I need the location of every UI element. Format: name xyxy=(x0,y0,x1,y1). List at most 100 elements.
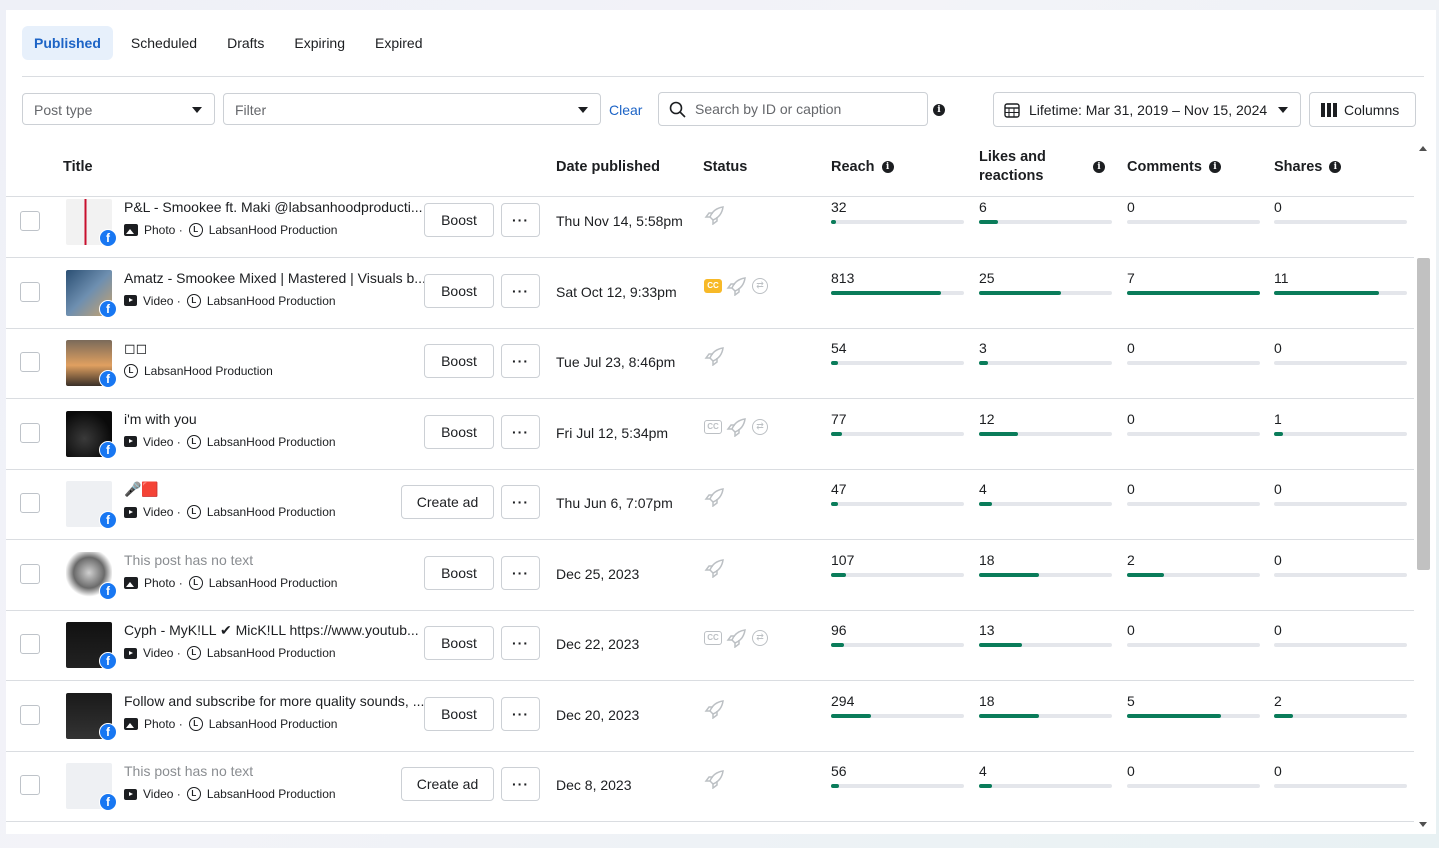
likes-bar-fill xyxy=(979,431,1018,436)
row-checkbox[interactable] xyxy=(20,422,40,443)
table-row: f ◻◻ L LabsanHood Production Boost ··· T… xyxy=(6,328,1414,399)
date-published: Tue Jul 23, 8:46pm xyxy=(556,354,676,370)
likes-value: 18 xyxy=(979,692,995,709)
chevron-down-icon xyxy=(578,107,588,113)
column-date[interactable]: Date published xyxy=(556,138,660,196)
comments-bar-fill xyxy=(1127,290,1260,295)
row-checkbox[interactable] xyxy=(20,493,40,513)
post-title[interactable]: 🎤🟥 xyxy=(124,481,159,497)
row-checkbox[interactable] xyxy=(20,563,40,584)
video-icon xyxy=(124,436,137,447)
more-options-button[interactable]: ··· xyxy=(501,203,540,237)
clear-filters-link[interactable]: Clear xyxy=(609,102,643,118)
filter-dropdown[interactable]: Filter xyxy=(223,93,601,125)
post-title[interactable]: P&L - Smookee ft. Maki @labsanhoodproduc… xyxy=(124,199,423,215)
post-type: Video · xyxy=(143,434,181,449)
tab-published[interactable]: Published xyxy=(22,26,113,60)
more-options-button[interactable]: ··· xyxy=(501,696,540,731)
page-name: LabsanHood Production xyxy=(206,646,336,660)
tab-expiring[interactable]: Expiring xyxy=(294,35,346,51)
row-checkbox[interactable] xyxy=(20,211,40,231)
row-checkbox[interactable] xyxy=(20,775,40,795)
scroll-down-icon[interactable] xyxy=(1419,822,1427,827)
scrollbar-thumb[interactable] xyxy=(1417,258,1430,570)
more-options-button[interactable]: ··· xyxy=(501,344,540,378)
video-icon xyxy=(124,788,137,800)
post-title[interactable]: ◻◻ xyxy=(124,340,148,356)
date-published: Sat Oct 12, 9:33pm xyxy=(556,283,677,300)
more-options-button[interactable]: ··· xyxy=(501,273,540,308)
likes-bar-track xyxy=(979,290,1112,295)
row-checkbox[interactable] xyxy=(20,281,40,302)
status-icons: CC ⇄ xyxy=(704,276,768,296)
reach-bar-track xyxy=(831,502,964,506)
more-options-button[interactable]: ··· xyxy=(501,626,540,660)
comments-bar-fill xyxy=(1127,572,1165,577)
boost-button[interactable]: Boost xyxy=(424,555,494,590)
boost-button[interactable]: Boost xyxy=(424,344,494,378)
date-published: Dec 22, 2023 xyxy=(556,636,640,652)
post-title[interactable]: This post has no text xyxy=(124,763,254,779)
more-options-button[interactable]: ··· xyxy=(501,767,540,801)
comments-metric: 0 xyxy=(1127,763,1260,788)
recycle-icon: ⇄ xyxy=(752,630,768,646)
facebook-icon: f xyxy=(99,581,117,600)
row-checkbox[interactable] xyxy=(20,352,40,372)
search-input[interactable] xyxy=(693,100,922,118)
table-row: f This post has no text Video · L Labsan… xyxy=(6,751,1414,822)
more-options-button[interactable]: ··· xyxy=(501,485,540,519)
chevron-down-icon xyxy=(192,107,202,113)
reach-bar-track xyxy=(831,290,964,295)
likes-value: 13 xyxy=(979,622,995,638)
scrollbar[interactable] xyxy=(1414,138,1436,834)
more-options-button[interactable]: ··· xyxy=(501,555,540,590)
boost-button[interactable]: Boost xyxy=(424,203,494,237)
likes-bar-fill xyxy=(979,784,993,788)
post-title[interactable]: Cyph - MyK!LL ✔ MicK!LL https://www.yout… xyxy=(124,622,419,638)
photo-icon xyxy=(124,717,138,730)
tab-expired[interactable]: Expired xyxy=(375,35,423,51)
likes-bar-track xyxy=(979,361,1112,365)
row-checkbox[interactable] xyxy=(20,634,40,654)
create-ad-button[interactable]: Create ad xyxy=(401,767,494,801)
boost-button[interactable]: Boost xyxy=(424,273,494,308)
boost-button[interactable]: Boost xyxy=(424,696,494,731)
shares-value: 0 xyxy=(1274,622,1282,638)
post-title[interactable]: Amatz - Smookee Mixed | Mastered | Visua… xyxy=(124,269,426,286)
shares-metric: 1 xyxy=(1274,411,1407,436)
photo-icon xyxy=(124,576,138,589)
table-row: f Cyph - MyK!LL ✔ MicK!LL https://www.yo… xyxy=(6,610,1414,681)
date-range-picker[interactable]: Lifetime: Mar 31, 2019 – Nov 15, 2024 xyxy=(993,92,1301,127)
info-icon[interactable]: i xyxy=(1329,161,1342,173)
post-title[interactable]: This post has no text xyxy=(124,551,254,568)
column-shares[interactable]: Shares i xyxy=(1274,138,1342,196)
facebook-icon: f xyxy=(99,511,117,529)
tab-scheduled[interactable]: Scheduled xyxy=(130,35,198,51)
more-options-button[interactable]: ··· xyxy=(501,414,540,449)
boost-button[interactable]: Boost xyxy=(424,626,494,660)
info-icon[interactable]: i xyxy=(881,161,894,173)
post-type-dropdown[interactable]: Post type xyxy=(22,93,215,125)
row-checkbox[interactable] xyxy=(20,704,40,725)
column-comments[interactable]: Comments i xyxy=(1127,138,1221,196)
column-status[interactable]: Status xyxy=(703,138,747,196)
tab-drafts[interactable]: Drafts xyxy=(227,35,265,51)
shares-bar-fill xyxy=(1274,431,1284,436)
captions-icon: CC xyxy=(704,278,722,293)
info-icon[interactable]: i xyxy=(1208,161,1221,173)
scroll-up-icon[interactable] xyxy=(1419,146,1427,151)
columns-button[interactable]: Columns xyxy=(1309,92,1416,127)
post-title[interactable]: i'm with you xyxy=(124,410,197,427)
info-icon[interactable]: i xyxy=(933,104,945,116)
content-panel: Published Scheduled Drafts Expiring Expi… xyxy=(6,10,1436,834)
boost-button[interactable]: Boost xyxy=(424,414,494,449)
create-ad-button[interactable]: Create ad xyxy=(401,485,494,519)
comments-bar-track xyxy=(1127,431,1260,436)
status-icons xyxy=(704,205,726,225)
info-icon[interactable]: i xyxy=(1093,161,1105,173)
post-title[interactable]: Follow and subscribe for more quality so… xyxy=(124,692,425,709)
table-row: f 🎤🟥 Video · L LabsanHood Production Cre… xyxy=(6,469,1414,540)
column-likes[interactable]: Likes and reactions i xyxy=(979,138,1105,196)
column-reach[interactable]: Reach i xyxy=(831,138,894,196)
column-title[interactable]: Title xyxy=(63,138,93,196)
